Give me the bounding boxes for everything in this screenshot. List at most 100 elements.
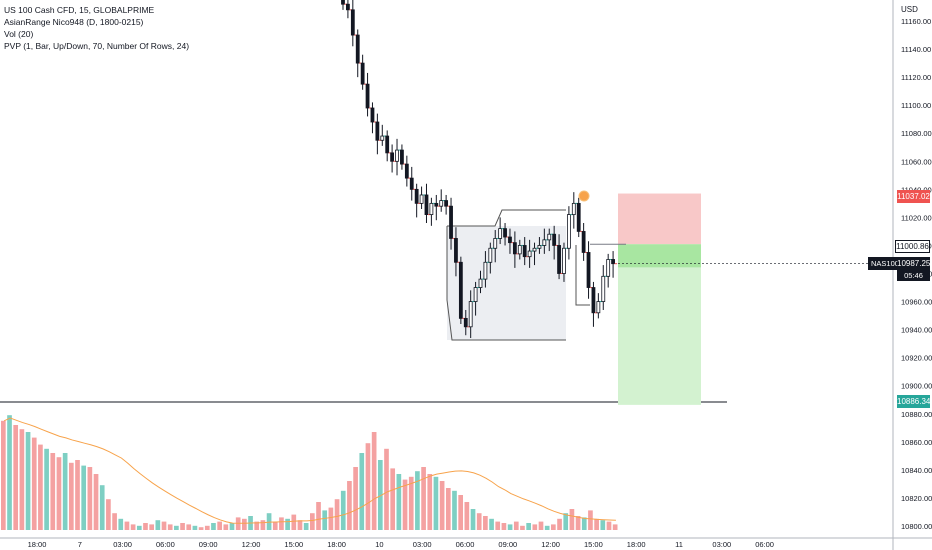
- price-tick[interactable]: 10860.00: [901, 438, 932, 447]
- time-tick[interactable]: 15:00: [284, 540, 303, 549]
- time-tick[interactable]: 18:00: [627, 540, 646, 549]
- volume-bar: [161, 521, 167, 530]
- volume-bar: [569, 509, 575, 530]
- time-tick[interactable]: 11: [675, 540, 683, 549]
- volume-bar: [507, 524, 513, 530]
- volume-bar: [328, 507, 334, 530]
- indicator-volume[interactable]: Vol (20): [4, 29, 34, 39]
- volume-bar: [242, 518, 247, 530]
- price-tick[interactable]: 10960.00: [901, 298, 932, 307]
- volume-bar: [279, 517, 284, 530]
- volume-bar: [186, 524, 192, 530]
- candle-body: [596, 301, 601, 314]
- volume-bar: [1, 420, 6, 530]
- time-tick[interactable]: 18:00: [28, 540, 47, 549]
- time-tick[interactable]: 7: [78, 540, 82, 549]
- volume-bar: [260, 520, 266, 530]
- candle-body: [557, 245, 561, 274]
- indicator-asian-range[interactable]: AsianRange Nico948 (D, 1800-0215): [4, 17, 144, 27]
- price-tick[interactable]: 11120.00: [901, 73, 931, 82]
- time-tick[interactable]: 09:00: [199, 540, 218, 549]
- candle-body: [606, 259, 611, 277]
- volume-bar: [204, 525, 210, 530]
- candle-body: [537, 245, 542, 249]
- price-tick[interactable]: 11040.00: [901, 185, 932, 194]
- time-tick[interactable]: 03:00: [712, 540, 731, 549]
- candle-body: [547, 233, 552, 241]
- time-tick[interactable]: 12:00: [242, 540, 261, 549]
- volume-bar: [38, 444, 43, 530]
- volume-bar: [174, 525, 179, 530]
- time-tick[interactable]: 12:00: [541, 540, 560, 549]
- volume-bar: [99, 485, 105, 530]
- symbol-title[interactable]: US 100 Cash CFD, 15, GLOBALPRIME: [4, 5, 155, 15]
- candle-body: [488, 247, 493, 263]
- entry-price-tag: 11000.86: [895, 240, 930, 253]
- volume-bar: [180, 523, 185, 530]
- time-tick[interactable]: 18:00: [327, 540, 346, 549]
- time-tick[interactable]: 06:00: [456, 540, 475, 549]
- price-tick[interactable]: 11160.00: [901, 17, 931, 26]
- price-tick[interactable]: 10840.00: [901, 466, 932, 475]
- price-tick[interactable]: 10920.00: [901, 354, 932, 363]
- candle-body: [375, 121, 380, 141]
- price-tick[interactable]: 10900.00: [901, 382, 932, 391]
- volume-bar: [310, 513, 315, 530]
- price-tick[interactable]: 11080.00: [901, 129, 932, 138]
- volume-bar: [483, 516, 488, 530]
- time-tick[interactable]: 03:00: [413, 540, 432, 549]
- chart-legend: US 100 Cash CFD, 15, GLOBALPRIME AsianRa…: [4, 4, 189, 52]
- candle-body: [414, 188, 419, 204]
- candle-body: [527, 250, 532, 258]
- volume-bar: [62, 453, 68, 530]
- volume-bar: [544, 525, 550, 530]
- price-tick[interactable]: 11140.00: [901, 45, 931, 54]
- candle-body: [404, 163, 409, 179]
- volume-bar: [50, 453, 56, 530]
- range-high-outline: [447, 209, 566, 227]
- candle-body: [542, 239, 547, 246]
- candle-body: [341, 0, 345, 5]
- candle-body: [385, 135, 390, 154]
- currency-label[interactable]: USD: [901, 5, 918, 14]
- time-tick[interactable]: 06:00: [755, 540, 774, 549]
- volume-bar: [408, 476, 414, 530]
- volume-bar: [526, 523, 531, 530]
- time-tick[interactable]: 09:00: [498, 540, 517, 549]
- price-tick[interactable]: 11020.00: [901, 213, 932, 222]
- volume-bar: [155, 520, 161, 530]
- volume-bar: [266, 513, 272, 530]
- volume-bar: [532, 524, 538, 530]
- price-tick[interactable]: 11100.00: [901, 101, 931, 110]
- volume-bar: [211, 523, 216, 530]
- price-tick[interactable]: 10880.00: [901, 410, 932, 419]
- price-tick[interactable]: 10820.00: [901, 494, 932, 503]
- volume-bar: [13, 425, 19, 530]
- price-tick[interactable]: 10800.00: [901, 522, 932, 531]
- signal-dot: [578, 190, 590, 202]
- volume-bar: [44, 448, 49, 530]
- volume-bar: [291, 514, 297, 530]
- time-tick[interactable]: 03:00: [113, 540, 132, 549]
- price-tick[interactable]: 11060.00: [901, 157, 932, 166]
- time-tick[interactable]: 06:00: [156, 540, 175, 549]
- volume-bar: [359, 453, 365, 530]
- volume-bar: [192, 525, 198, 530]
- reward-zone: [618, 244, 701, 405]
- time-tick[interactable]: 15:00: [584, 540, 603, 549]
- candle-body: [355, 34, 360, 64]
- candle-body: [370, 107, 375, 123]
- candle-body: [576, 202, 581, 232]
- volume-bar: [254, 521, 260, 530]
- price-tick[interactable]: 10940.00: [901, 326, 932, 335]
- volume-bar: [229, 523, 235, 530]
- candle-body: [611, 259, 615, 265]
- candle-body: [350, 9, 355, 36]
- candle-body: [458, 261, 463, 319]
- indicator-pvp[interactable]: PVP (1, Bar, Up/Down, 70, Number Of Rows…: [4, 41, 190, 51]
- time-tick[interactable]: 10: [375, 540, 383, 549]
- volume-bar: [19, 429, 25, 530]
- candle-body: [380, 135, 385, 141]
